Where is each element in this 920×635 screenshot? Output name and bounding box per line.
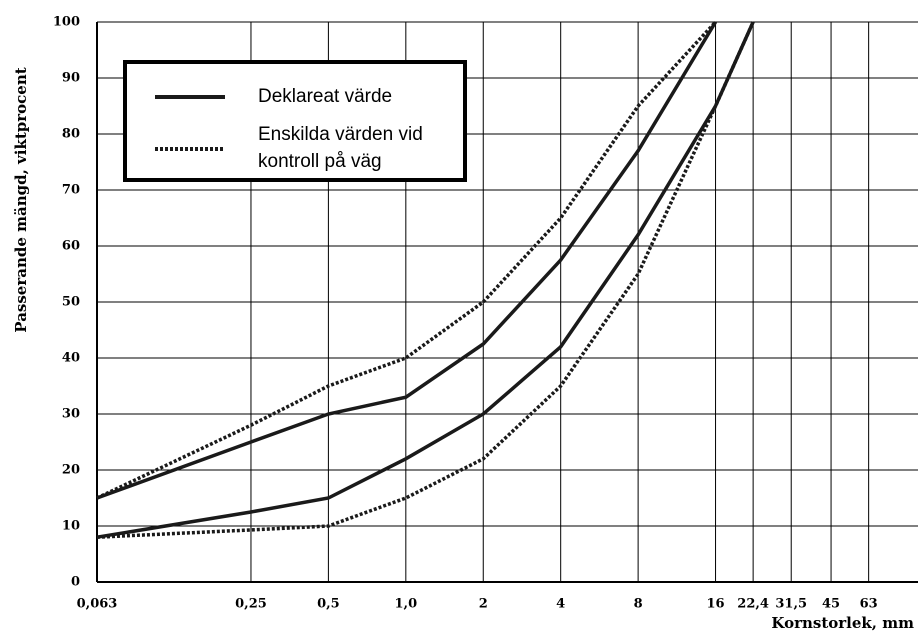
y-tick-label: 40 [62, 351, 80, 366]
y-tick-label: 70 [62, 183, 80, 198]
legend-box [123, 60, 467, 182]
legend-label: Deklareat värde [258, 86, 392, 107]
y-tick-label: 90 [62, 71, 80, 86]
x-tick-label: 63 [860, 597, 878, 612]
x-tick-label: 8 [634, 597, 643, 612]
x-tick-label: 16 [706, 597, 724, 612]
y-tick-label: 100 [53, 15, 80, 30]
series-line [96, 20, 717, 500]
y-tick-label: 80 [62, 127, 80, 142]
y-axis-label: Passerande mängd, viktprocent [12, 67, 30, 332]
x-tick-label: 0,063 [77, 597, 118, 612]
y-tick-label: 0 [71, 575, 80, 590]
y-tick-label: 50 [62, 295, 80, 310]
series-line [96, 21, 755, 539]
series-line [96, 21, 755, 539]
x-tick-label: 0,5 [317, 597, 340, 612]
x-tick-label: 45 [822, 597, 840, 612]
y-tick-label: 30 [62, 407, 80, 422]
x-axis-label: Kornstorlek, mm [771, 614, 914, 632]
x-tick-label: 0,25 [235, 597, 267, 612]
x-tick-label: 4 [556, 597, 565, 612]
series-line [96, 21, 718, 500]
y-tick-label: 20 [62, 463, 80, 478]
y-tick-label: 60 [62, 239, 80, 254]
legend-label: Enskilda värden vid kontroll på väg [258, 124, 423, 172]
x-tick-label: 1,0 [395, 597, 418, 612]
legend: Deklareat värde Enskilda värden vid kontro… [123, 60, 467, 182]
x-tick-label: 2 [479, 597, 488, 612]
x-tick-label: 22,4 [737, 597, 769, 612]
x-tick-label: 31,5 [775, 597, 807, 612]
y-tick-label: 10 [62, 519, 80, 534]
